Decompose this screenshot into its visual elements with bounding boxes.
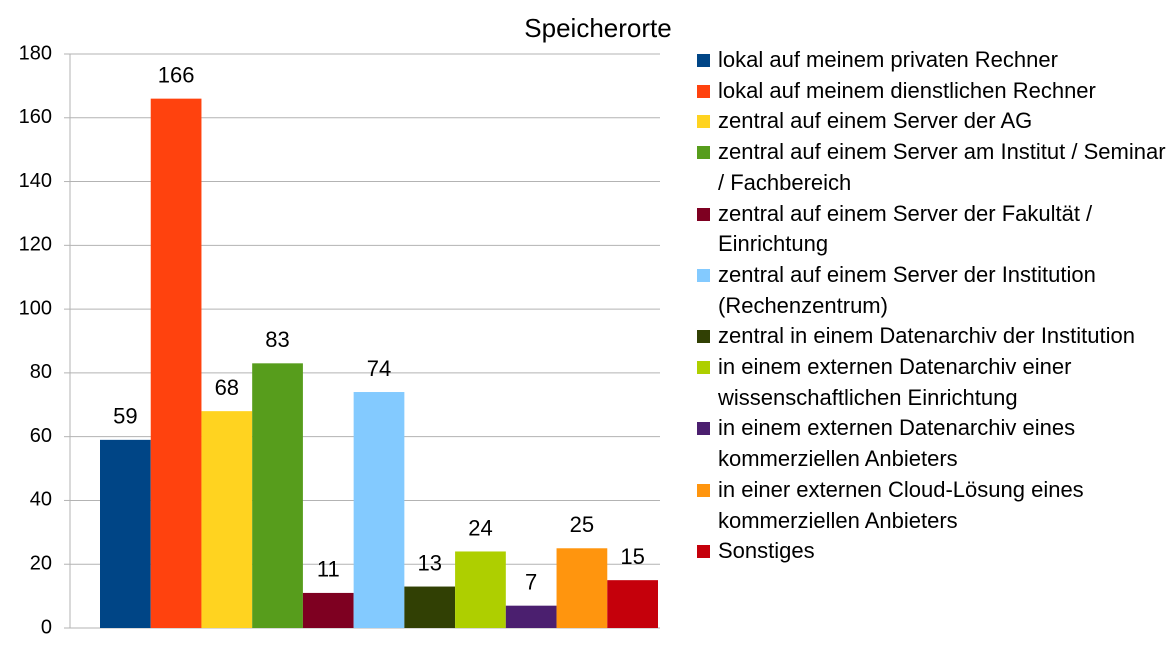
legend-swatch	[697, 268, 710, 282]
legend-label: in einem externen Datenarchiv eines komm…	[718, 415, 1076, 472]
data-label: 59	[113, 404, 137, 429]
bar	[252, 363, 303, 628]
bar	[150, 98, 202, 628]
legend-entry: in einem externen Datenarchiv einer wiss…	[697, 352, 1173, 413]
legend-label: zentral auf einem Server am Institut / S…	[718, 139, 1166, 195]
legend-label: zentral auf einem Server der AG	[718, 108, 1033, 134]
y-tick-label: 140	[19, 170, 52, 192]
y-tick-label: 60	[30, 425, 52, 447]
bar	[100, 439, 151, 628]
legend-entry: lokal auf meinem dienstlichen Rechner	[697, 76, 1173, 107]
data-label: 25	[570, 512, 594, 537]
legend-entry: zentral auf einem Server der AG	[697, 106, 1173, 137]
legend-swatch	[697, 330, 710, 344]
legend-label: lokal auf meinem dienstlichen Rechner	[718, 77, 1096, 103]
bar	[505, 605, 557, 628]
data-label: 166	[158, 62, 195, 87]
legend-entry: zentral auf einem Server der Fakultät / …	[697, 199, 1173, 260]
bar	[201, 411, 253, 628]
legend-label: in einer externen Cloud-Lösung eines kom…	[718, 476, 1084, 533]
legend-entry: Sonstiges	[697, 536, 1173, 567]
legend-label: in einem externen Datenarchiv einer wiss…	[718, 354, 1072, 410]
bar	[455, 551, 506, 628]
y-tick-label: 40	[30, 489, 52, 511]
legend-swatch	[697, 422, 710, 436]
legend-entry: zentral auf einem Server am Institut / S…	[697, 137, 1173, 198]
legend-entry: lokal auf meinem privaten Rechner	[697, 45, 1173, 76]
legend-label: zentral auf einem Server der Fakultät / …	[718, 200, 1093, 257]
legend-swatch	[697, 483, 710, 497]
data-label: 11	[317, 557, 340, 582]
legend-label: zentral in einem Datenarchiv der Institu…	[718, 323, 1135, 349]
y-tick-label: 20	[30, 553, 52, 575]
bar	[556, 548, 608, 628]
legend-swatch	[697, 84, 710, 98]
legend-swatch	[697, 115, 710, 129]
legend-entry: in einer externen Cloud-Lösung eines kom…	[697, 475, 1173, 536]
y-tick-label: 120	[19, 234, 52, 256]
data-label: 13	[417, 550, 441, 575]
y-tick-label: 160	[19, 106, 52, 128]
y-tick-label: 180	[19, 42, 52, 64]
legend-swatch	[697, 54, 710, 67]
legend-label: zentral auf einem Server der Institution…	[718, 261, 1096, 318]
legend-swatch	[697, 361, 710, 375]
y-tick-label: 0	[41, 616, 52, 638]
data-label: 7	[525, 569, 537, 594]
legend-swatch	[697, 545, 710, 559]
legend-entry: in einem externen Datenarchiv eines komm…	[697, 413, 1173, 474]
y-tick-label: 100	[19, 297, 52, 319]
legend-entry: zentral in einem Datenarchiv der Institu…	[697, 321, 1173, 352]
legend-label: Sonstiges	[718, 538, 815, 564]
y-tick-label: 80	[30, 361, 52, 383]
bar	[404, 586, 456, 628]
bar	[353, 392, 405, 628]
legend-entry: zentral auf einem Server der Institution…	[697, 260, 1173, 321]
legend-swatch	[697, 207, 710, 221]
legend: lokal auf meinem privaten Rechner lokal a…	[697, 45, 1173, 567]
legend-label: lokal auf meinem privaten Rechner	[718, 47, 1058, 72]
data-label: 83	[265, 327, 289, 352]
legend-swatch	[697, 146, 710, 160]
bar	[302, 592, 354, 628]
chart-title: Speicherorte	[524, 13, 671, 43]
data-label: 24	[468, 515, 492, 540]
data-label: 68	[215, 375, 239, 400]
bar	[607, 580, 658, 628]
data-label: 15	[620, 544, 644, 569]
data-label: 74	[367, 356, 391, 381]
